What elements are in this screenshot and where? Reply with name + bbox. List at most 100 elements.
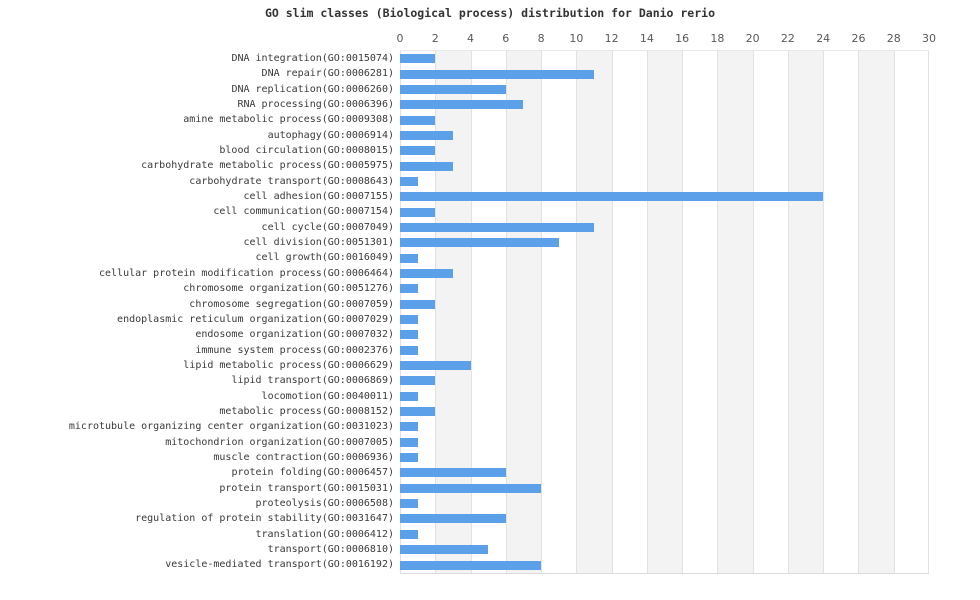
bar-row [400,112,929,127]
x-tick-label: 20 [745,32,760,45]
bar [400,315,418,325]
bar-row [400,220,929,235]
grid-line [470,51,472,573]
y-axis-label: DNA integration(GO:0015074) [231,53,394,64]
bar [400,146,436,156]
x-tick-label: 10 [569,32,584,45]
grid-line [682,51,684,573]
bar [400,176,418,186]
bar-row [400,389,929,404]
bar-row [400,174,929,189]
bar-row [400,496,929,511]
bar [400,268,453,278]
bar [400,437,418,447]
bar-row [400,542,929,557]
y-axis-label: endosome organization(GO:0007032) [195,329,394,341]
y-axis-labels: DNA integration(GO:0015074) DNA repair(GO… [0,51,394,573]
bar [400,483,542,493]
bar [400,468,506,478]
bar [400,192,824,202]
bar-row [400,481,929,496]
plot-area [400,50,929,574]
bar [400,345,418,355]
grid-line [823,51,825,573]
bar [400,130,453,140]
y-axis-label: chromosome organization(GO:0051276) [183,283,394,295]
bar [400,499,418,509]
bar-row [400,266,929,281]
bar [400,391,418,401]
grid-line [505,51,507,573]
bar [400,422,418,432]
x-tick-label: 30 [922,32,936,45]
y-axis-label: carbohydrate transport(GO:0008643) [189,175,394,187]
bar [400,54,436,64]
y-axis-label: carbohydrate metabolic process(GO:000597… [141,160,394,172]
bar [400,84,506,94]
x-tick-label: 28 [886,32,901,45]
y-axis-label: cell growth(GO:0016049) [255,252,394,264]
grid-line-layer [400,51,929,573]
bar [400,299,436,309]
grid-line [576,51,578,573]
y-axis-label: cellular protein modification process(GO… [98,267,394,279]
grid-line [893,51,895,573]
grid-band [646,51,683,573]
bar-row [400,281,929,296]
chart-title: GO slim classes (Biological process) dis… [264,6,716,20]
grid-line [646,51,648,573]
grid-band [787,51,824,573]
grid-line [400,51,401,573]
y-axis-label: lipid metabolic process(GO:0006629) [183,359,394,371]
y-axis-label: muscle contraction(GO:0006936) [213,451,394,463]
grid-band [717,51,753,573]
y-axis-label: lipid transport(GO:0006869) [231,375,394,387]
y-axis-label: blood circulation(GO:0008015) [219,145,394,157]
grid-band [576,51,612,573]
y-axis-label: cell cycle(GO:0007049) [261,221,394,233]
y-axis-label: cell adhesion(GO:0007155) [243,191,394,203]
bar [400,330,418,340]
bar [400,207,436,217]
bar [400,253,418,263]
y-axis-label: RNA processing(GO:0006396) [237,99,394,111]
bar-row [400,189,929,204]
bar-row [400,450,929,465]
x-tick-label: 12 [604,32,619,45]
bar [400,560,542,570]
y-axis-label: DNA replication(GO:0006260) [231,83,394,95]
y-axis-label: mitochondrion organization(GO:0007005) [165,436,394,448]
bar [400,69,594,79]
y-axis-label: DNA repair(GO:0006281) [261,68,394,80]
x-tick-label: 14 [639,32,654,45]
bar-row [400,373,929,388]
y-axis-label: proteolysis(GO:0006508) [255,497,394,509]
x-tick-label: 22 [780,32,795,45]
bar [400,529,418,539]
y-axis-label: cell division(GO:0051301) [243,237,394,249]
bar-row [400,327,929,342]
y-axis-label: locomotion(GO:0040011) [261,390,394,402]
y-axis-label: autophagy(GO:0006914) [267,129,394,141]
bar [400,514,506,524]
bar-row [400,158,929,173]
bar [400,361,471,371]
grid-band [858,51,894,573]
bar [400,222,594,232]
bar [400,376,436,386]
grid-line [928,51,929,573]
grid-line [787,51,789,573]
bar-row [400,51,929,66]
x-tick-label: 2 [431,32,439,45]
bar [400,100,524,110]
bar-row [400,511,929,526]
grid-band-layer [400,51,929,573]
bar-row [400,204,929,219]
x-tick-label: 18 [710,32,725,45]
x-axis: 0 2 4 6 8 10 12 14 16 18 20 22 24 26 28 30 [397,32,937,48]
bar-row [400,557,929,572]
y-axis-label: metabolic process(GO:0008152) [219,405,394,417]
y-axis-label: microtubule organizing center organizati… [68,421,394,433]
bar [400,161,453,171]
bar-layer [400,51,929,573]
